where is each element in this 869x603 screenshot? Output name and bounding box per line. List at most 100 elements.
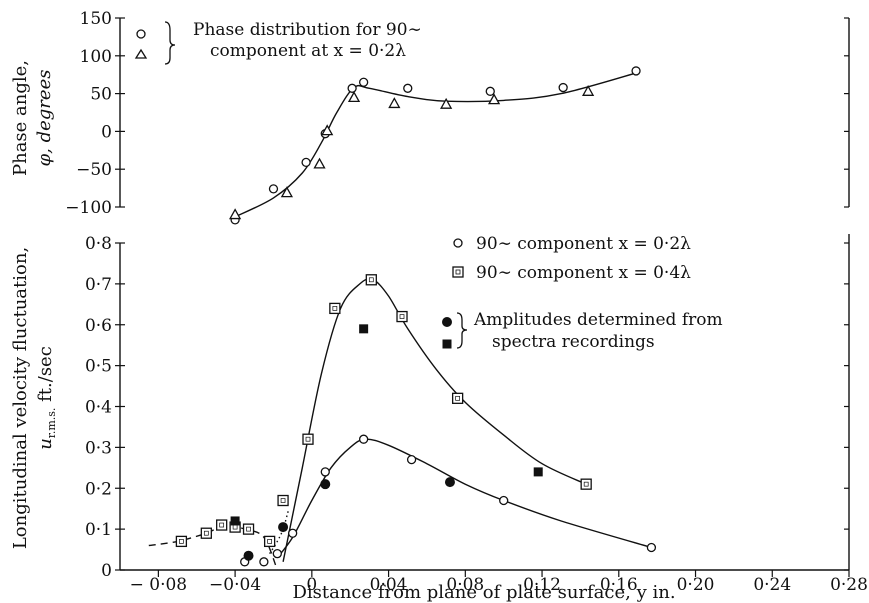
bottom-open-square-inner <box>368 277 374 283</box>
top-circle-point <box>301 157 311 168</box>
bottom-ytick-label: 0·3 <box>85 438 112 458</box>
top-circle-point <box>485 86 495 96</box>
top-legend-circle-marker <box>136 29 146 39</box>
top-triangle-point <box>229 208 242 220</box>
bottom-solid-circle-point <box>243 550 254 561</box>
bottom-open-square-point <box>242 523 255 535</box>
top-triangle-point <box>440 97 453 109</box>
legend-solid-circle-marker <box>442 317 452 327</box>
bottom-dashed-curve <box>148 524 278 571</box>
bottom-open-square-inner <box>332 306 338 311</box>
bottom-ytick-label: 0 <box>101 561 112 581</box>
top-circle-point <box>403 83 413 93</box>
top-triangle-point <box>581 84 595 96</box>
top-circle-point <box>631 66 641 76</box>
top-ytick-label: 50 <box>90 85 112 105</box>
bottom-open-square-inner <box>455 395 460 401</box>
bottom-open-square-inner <box>203 530 209 536</box>
top-ytick-label: 0 <box>101 122 112 142</box>
top-fit-curve <box>234 71 639 218</box>
bottom-ytick-label: 0·2 <box>85 479 112 499</box>
xtick-label: 0·24 <box>753 575 791 595</box>
xtick-label: 0·28 <box>830 575 868 595</box>
xtick-label: 0·20 <box>677 575 715 595</box>
bottom-open-square-point <box>216 519 228 531</box>
bottom-open-square-inner <box>246 526 251 532</box>
top-triangle-point <box>388 97 401 109</box>
top-legend: Phase distribution for 90∼ component at … <box>134 20 422 65</box>
xtick-label: 0 <box>306 575 317 595</box>
bottom-open-circle-point <box>320 467 330 477</box>
top-legend-triangle-marker <box>134 48 148 59</box>
bottom-solid-square-point <box>359 324 369 334</box>
bottom-open-circle-point <box>646 542 657 553</box>
legend-open-circle-label: 90∼ component x = 0·2λ <box>476 234 691 254</box>
bottom-ytick-label: 0·5 <box>85 357 112 377</box>
xtick-label: 0·04 <box>370 575 408 595</box>
bottom-open-square-inner <box>399 314 405 319</box>
plot-layer <box>148 66 657 571</box>
legend-brace <box>456 312 468 349</box>
bottom-open-square-point <box>277 494 289 507</box>
top-legend-brace <box>164 21 176 65</box>
bottom-solid-circle-point <box>320 479 331 490</box>
legend-solid-label-line2: spectra recordings <box>492 332 655 352</box>
xtick-label: 0·16 <box>600 575 638 595</box>
bottom-legend: 90∼ component x = 0·2λ 90∼ component x =… <box>442 234 723 352</box>
top-circle-point <box>268 184 279 194</box>
top-triangle-point <box>347 91 361 103</box>
bottom-ytick-label: 0·1 <box>85 520 112 540</box>
bottom-open-square-inner <box>583 481 589 487</box>
bottom-open-square-point <box>302 433 314 445</box>
bottom-open-square-point <box>329 302 341 315</box>
top-axes: 150 100 50 0 −50 −100 <box>65 9 850 218</box>
top-triangle-point <box>280 186 294 198</box>
x-ticks: − 0·08 −0·04 0 0·04 0·08 0·12 0·16 0·20 0·24 0·28 <box>130 570 868 595</box>
bottom-open-circle-point <box>358 434 369 444</box>
top-triangle-point <box>487 93 501 105</box>
top-ytick-label: 100 <box>80 47 112 67</box>
bottom-open-square-point <box>365 274 377 286</box>
xtick-label: 0·12 <box>523 575 561 595</box>
bottom-fit-curve-1 <box>282 278 587 562</box>
bottom-open-circle-point <box>288 528 298 538</box>
bottom-solid-square-point <box>533 467 543 477</box>
top-ytick-label: −50 <box>76 160 112 180</box>
bottom-open-circle-point <box>259 557 269 567</box>
bottom-open-square-inner <box>267 539 272 544</box>
bottom-open-square-inner <box>280 498 286 503</box>
bottom-open-circle-point <box>272 549 282 559</box>
top-legend-line1: Phase distribution for 90∼ <box>193 20 422 40</box>
legend-open-square-marker <box>452 266 464 278</box>
top-y-ticks: 150 100 50 0 −50 −100 <box>65 9 849 218</box>
bottom-axes: 0·80·70·60·50·40·30·20·10 − 0·08 −0·04 0 0·… <box>85 234 868 595</box>
legend-open-square-inner <box>455 269 461 275</box>
top-ytick-label: 150 <box>80 9 112 29</box>
bottom-open-square-inner <box>179 539 184 544</box>
bottom-ylabel-line2: ur.m.s. ft./sec <box>35 346 58 450</box>
bottom-open-square-point <box>396 310 408 323</box>
bottom-ylabel-line1: Longitudinal velocity fluctuation, <box>10 247 31 549</box>
top-triangle-point <box>313 157 326 169</box>
top-legend-line2: component at x = 0·2λ <box>210 41 406 61</box>
xtick-label: 0·08 <box>446 575 484 595</box>
legend-solid-square-marker <box>442 339 452 349</box>
xtick-label: −0·04 <box>209 575 261 595</box>
bottom-open-circle-point <box>499 495 509 506</box>
bottom-open-circle-point <box>406 454 417 465</box>
bottom-open-square-point <box>580 478 592 490</box>
bottom-open-square-point <box>263 535 276 548</box>
x-axis-label: Distance from plane of plate surface, y … <box>292 582 675 603</box>
bottom-solid-circle-point <box>444 477 455 488</box>
top-triangle-point <box>321 124 334 136</box>
bottom-ytick-label: 0·8 <box>85 234 112 254</box>
top-ylabel-line1: Phase angle, <box>10 60 31 176</box>
bottom-open-square-point <box>175 535 188 548</box>
legend-open-circle-marker <box>453 238 463 248</box>
bottom-open-square-point <box>451 392 464 404</box>
bottom-solid-square-point <box>230 516 240 526</box>
legend-solid-label-line1: Amplitudes determined from <box>473 310 723 330</box>
bottom-open-square-inner <box>219 522 225 528</box>
bottom-open-square-point <box>200 527 212 539</box>
